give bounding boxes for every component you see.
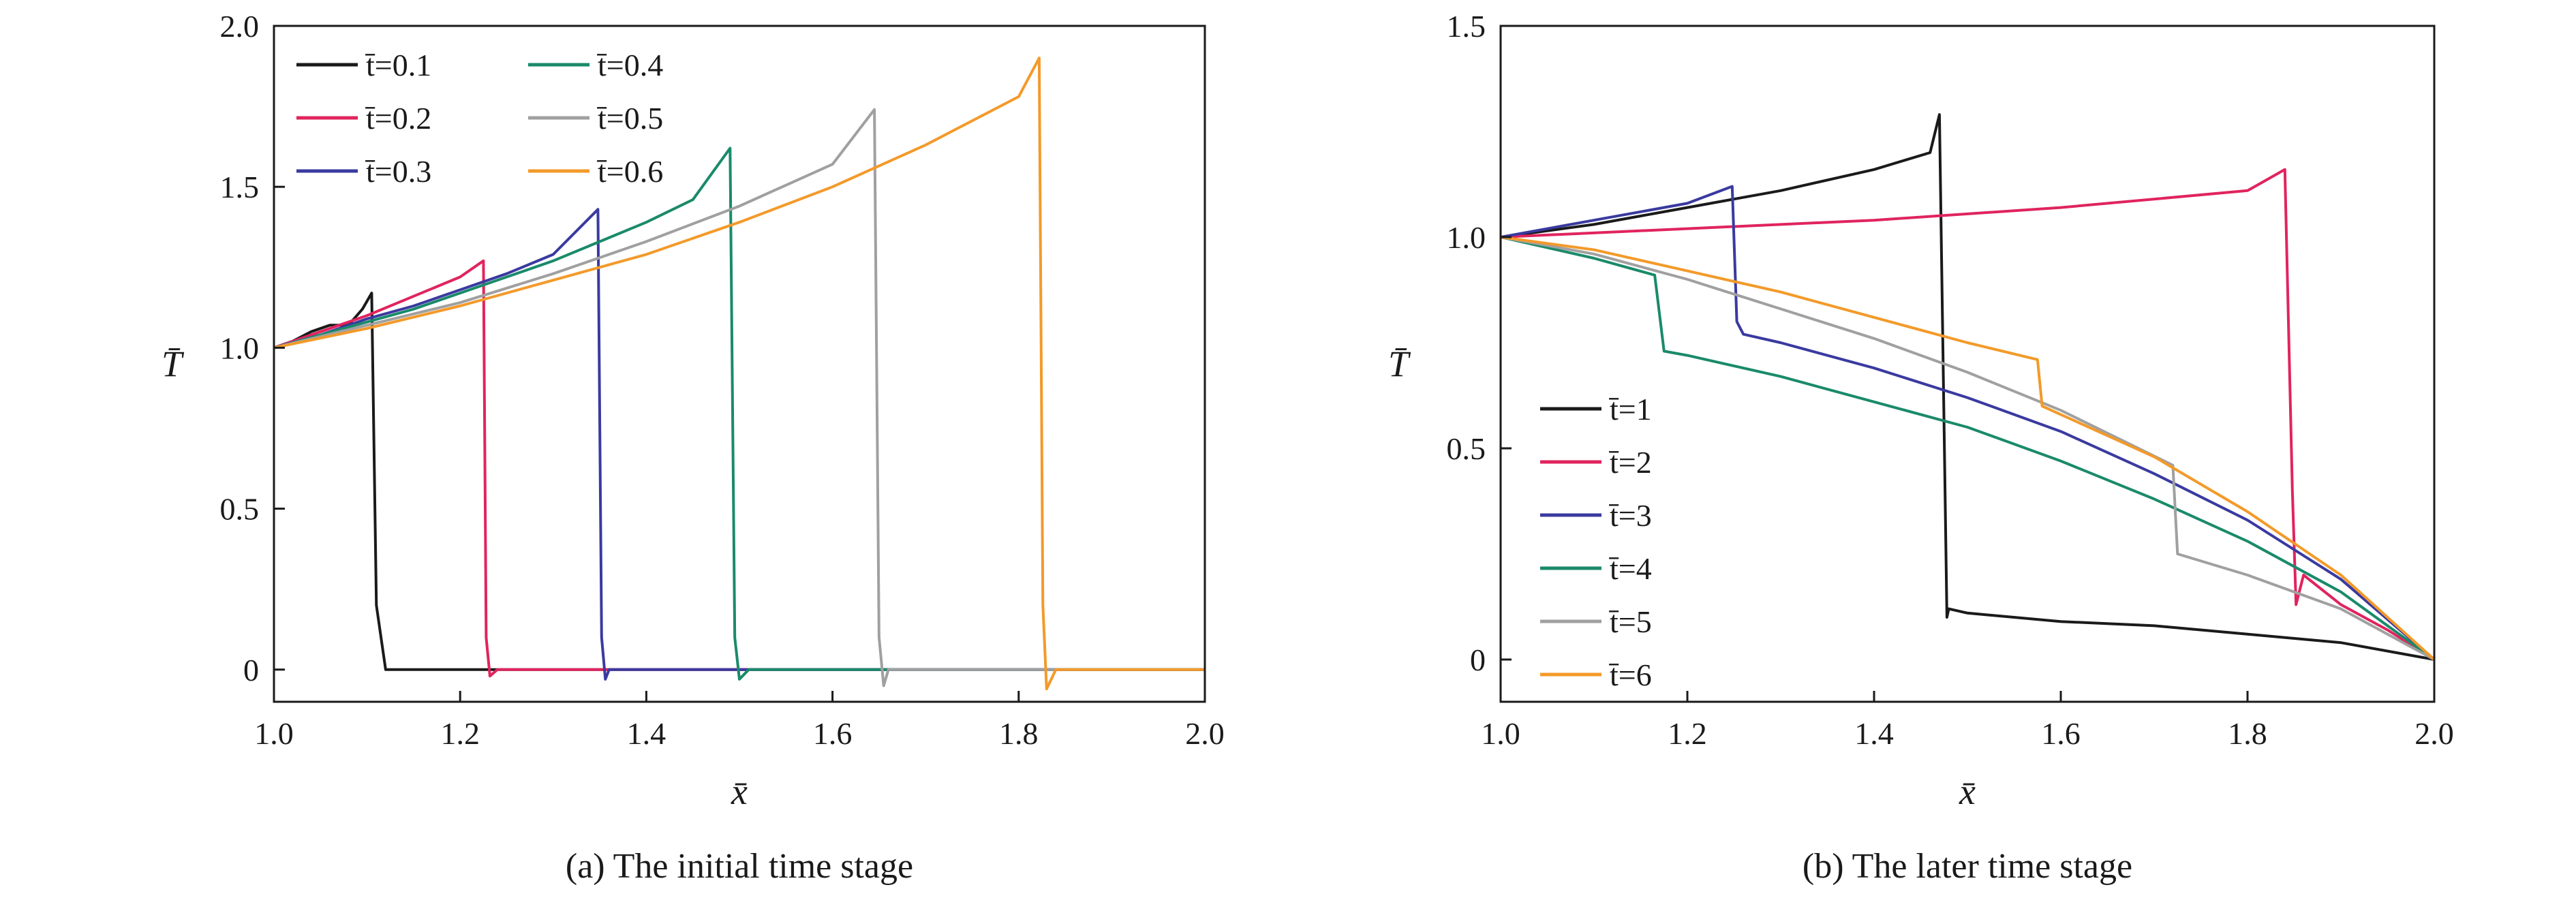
x-tick-label: 1.2 <box>440 716 480 751</box>
legend-label: t̄=0.6 <box>596 154 663 189</box>
x-tick-label: 1.4 <box>627 716 666 751</box>
series-line-1 <box>1501 113 2434 661</box>
y-tick-label: 0.5 <box>220 492 260 527</box>
legend-label: t̄=1 <box>1608 392 1652 427</box>
legend-label: t̄=0.2 <box>365 101 431 136</box>
series-line-6 <box>274 57 1205 691</box>
y-tick-label: 0 <box>243 653 259 687</box>
legend-label: t̄=0.1 <box>365 48 431 82</box>
x-tick-label: 2.0 <box>1185 716 1225 751</box>
series-line-5 <box>274 108 1205 687</box>
chart-panel-1: 1.0 1.2 1.4 1.6 1.8 2.0 0 0.5 1.0 1.5 2.0 x̄ T̄ t̄=0.… <box>162 9 1225 886</box>
series-line-2 <box>1501 168 2434 661</box>
x-tick-label: 1.4 <box>1854 716 1894 751</box>
legend: t̄=0.1 t̄=0.2 t̄=0.3 t̄=0.4 t̄=0.5 t̄=0.6 <box>296 48 663 189</box>
legend-label: t̄=5 <box>1608 604 1652 639</box>
legend-label: t̄=3 <box>1608 498 1652 533</box>
series-line-5 <box>1501 236 2434 661</box>
y-tick-label: 1.0 <box>1447 220 1486 255</box>
chart-panel-2: 1.0 1.2 1.4 1.6 1.8 2.0 0 0.5 1.0 1.5 x̄ T̄ t̄=1 t̄=2… <box>1388 9 2454 886</box>
series-group <box>1501 113 2434 661</box>
y-axis-label: T̄ <box>1388 343 1411 384</box>
y-tick-label: 0 <box>1470 642 1486 677</box>
x-tick-label: 1.0 <box>254 716 294 751</box>
x-tick-label: 1.8 <box>2228 716 2267 751</box>
x-axis-label: x̄ <box>731 771 748 812</box>
x-tick-label: 1.0 <box>1481 716 1520 751</box>
panel-caption: (a) The initial time stage <box>566 847 913 886</box>
x-tick-label: 1.6 <box>2041 716 2081 751</box>
legend-label: t̄=6 <box>1608 657 1652 692</box>
series-line-2 <box>274 259 1205 678</box>
x-tick-label: 1.8 <box>999 716 1039 751</box>
legend-label: t̄=0.4 <box>596 48 663 82</box>
series-line-6 <box>1501 236 2434 661</box>
x-tick-label: 1.6 <box>813 716 853 751</box>
series-line-1 <box>274 292 1205 671</box>
series-line-4 <box>1501 236 2434 661</box>
legend: t̄=1 t̄=2 t̄=3 t̄=4 t̄=5 t̄=6 <box>1540 392 1652 692</box>
x-tick-label: 2.0 <box>2414 716 2454 751</box>
panel-caption: (b) The later time stage <box>1803 847 2132 886</box>
x-tick-label: 1.2 <box>1668 716 1707 751</box>
legend-label: t̄=0.3 <box>365 154 431 189</box>
plot-frame <box>1499 25 2436 703</box>
y-tick-label: 1.0 <box>220 330 260 365</box>
series-group <box>274 57 1205 691</box>
legend-label: t̄=0.5 <box>596 101 663 136</box>
plot-frame <box>273 25 1206 703</box>
series-line-3 <box>274 208 1205 681</box>
legend-label: t̄=4 <box>1608 551 1652 586</box>
y-tick-label: 0.5 <box>1447 431 1486 466</box>
y-tick-label: 1.5 <box>220 170 260 204</box>
y-axis-label: T̄ <box>162 343 185 384</box>
y-tick-label: 2.0 <box>220 9 260 44</box>
x-axis-label: x̄ <box>1959 771 1976 812</box>
series-line-4 <box>274 146 1205 681</box>
series-line-3 <box>1501 185 2434 661</box>
y-tick-label: 1.5 <box>1447 9 1486 44</box>
legend-label: t̄=2 <box>1608 445 1652 480</box>
